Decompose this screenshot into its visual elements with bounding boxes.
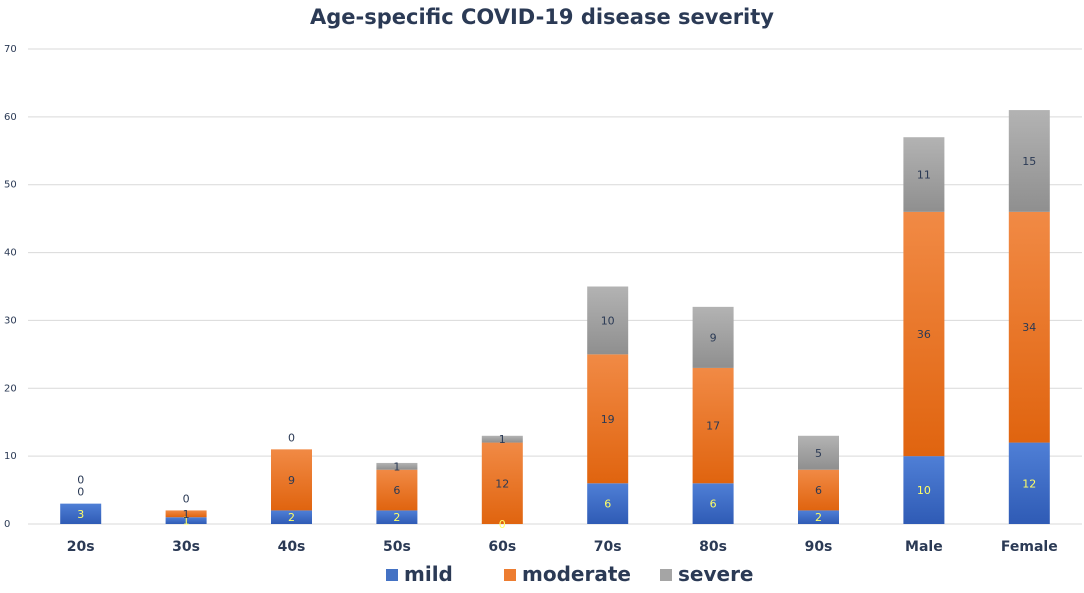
- data-label-mild: 6: [710, 498, 717, 511]
- legend-swatch-mild: [386, 569, 398, 581]
- data-label-moderate: 19: [601, 413, 615, 426]
- data-label-severe: 9: [710, 331, 717, 344]
- bar-mild-20s: [60, 503, 102, 524]
- x-tick-label: Female: [1001, 539, 1058, 555]
- chart-title: Age-specific COVID-19 disease severity: [310, 5, 774, 29]
- data-label-severe: 0: [77, 474, 84, 487]
- data-label-moderate: 6: [815, 484, 822, 497]
- data-label-severe: 0: [288, 431, 295, 444]
- data-label-moderate: 34: [1022, 321, 1036, 334]
- x-tick-label: 60s: [488, 539, 516, 555]
- y-tick-label: 10: [4, 451, 17, 462]
- data-label-severe: 1: [393, 460, 400, 473]
- data-label-severe: 1: [499, 433, 506, 446]
- bar-moderate-40s: [271, 449, 312, 511]
- bar-moderate-70s: [587, 354, 629, 484]
- bar-mild-70s: [587, 483, 629, 524]
- x-axis-ticks: 20s 30s 40s 50s 60s 70s 80s 90s Male Female: [67, 539, 1058, 555]
- bar-moderate-30s: [165, 510, 207, 518]
- x-tick-label: Male: [905, 539, 943, 555]
- y-tick-label: 20: [4, 383, 17, 394]
- bar-severe-female: [1008, 110, 1050, 212]
- bar-severe-50s: [376, 462, 418, 470]
- bar-severe-70s: [587, 286, 629, 355]
- data-label-mild: 10: [917, 484, 931, 497]
- x-tick-label: 20s: [67, 539, 95, 555]
- data-label-mild: 0: [499, 518, 506, 531]
- data-label-moderate: 12: [495, 477, 509, 490]
- y-tick-label: 50: [4, 180, 17, 191]
- y-tick-label: 40: [4, 248, 17, 259]
- data-label-severe: 0: [183, 492, 190, 505]
- data-label-moderate: 36: [917, 328, 931, 341]
- bar-moderate-male: [903, 211, 945, 457]
- data-label-mild: 3: [77, 508, 84, 521]
- bar-mild-50s: [376, 510, 418, 524]
- bar-mild-80s: [692, 483, 734, 524]
- bars: [60, 110, 1050, 524]
- legend-label-mild: mild: [404, 562, 453, 586]
- legend-swatch-severe: [660, 569, 672, 581]
- data-label-mild: 2: [815, 511, 822, 524]
- bar-moderate-50s: [376, 469, 418, 511]
- data-label-severe: 15: [1022, 155, 1036, 168]
- data-label-severe: 11: [917, 169, 931, 182]
- x-tick-label: 80s: [699, 539, 727, 555]
- data-label-moderate: 1: [183, 508, 190, 521]
- data-label-mild: 2: [393, 511, 400, 524]
- legend-label-severe: severe: [678, 562, 754, 586]
- data-label-mild: 2: [288, 511, 295, 524]
- bar-mild-female: [1008, 442, 1050, 524]
- data-label-moderate: 9: [288, 474, 295, 487]
- legend-swatch-moderate: [504, 569, 516, 581]
- legend: mild moderate severe: [386, 562, 754, 586]
- y-tick-label: 30: [4, 315, 17, 326]
- bar-severe-60s: [481, 435, 523, 443]
- bar-severe-90s: [798, 435, 839, 470]
- y-tick-label: 0: [4, 519, 10, 530]
- data-label-moderate: 6: [393, 484, 400, 497]
- bar-mild-90s: [798, 510, 839, 524]
- bar-moderate-90s: [798, 469, 839, 511]
- bar-mild-male: [903, 456, 945, 524]
- data-label-severe: 10: [601, 314, 615, 327]
- data-label-mild: 6: [604, 498, 611, 511]
- y-axis-ticks: 0 10 20 30 40 50 60 70: [4, 44, 17, 530]
- bar-severe-male: [903, 137, 945, 212]
- y-tick-label: 70: [4, 44, 17, 55]
- data-label-mild: 1: [183, 515, 190, 528]
- x-tick-label: 90s: [805, 539, 833, 555]
- x-tick-label: 70s: [594, 539, 622, 555]
- bar-mild-30s: [165, 517, 207, 524]
- x-tick-label: 40s: [278, 539, 306, 555]
- data-label-mild: 12: [1022, 477, 1036, 490]
- data-label-moderate: 17: [706, 420, 720, 433]
- bar-moderate-60s: [481, 442, 523, 524]
- gridlines: [28, 48, 1082, 525]
- x-tick-label: 50s: [383, 539, 411, 555]
- data-label-severe: 5: [815, 447, 822, 460]
- bar-mild-40s: [271, 510, 312, 524]
- bar-moderate-80s: [692, 367, 734, 484]
- bar-severe-80s: [692, 306, 734, 368]
- data-label-moderate: 0: [77, 486, 84, 499]
- legend-label-moderate: moderate: [522, 562, 631, 586]
- bar-moderate-female: [1008, 211, 1050, 443]
- y-tick-label: 60: [4, 112, 17, 123]
- x-tick-label: 30s: [172, 539, 200, 555]
